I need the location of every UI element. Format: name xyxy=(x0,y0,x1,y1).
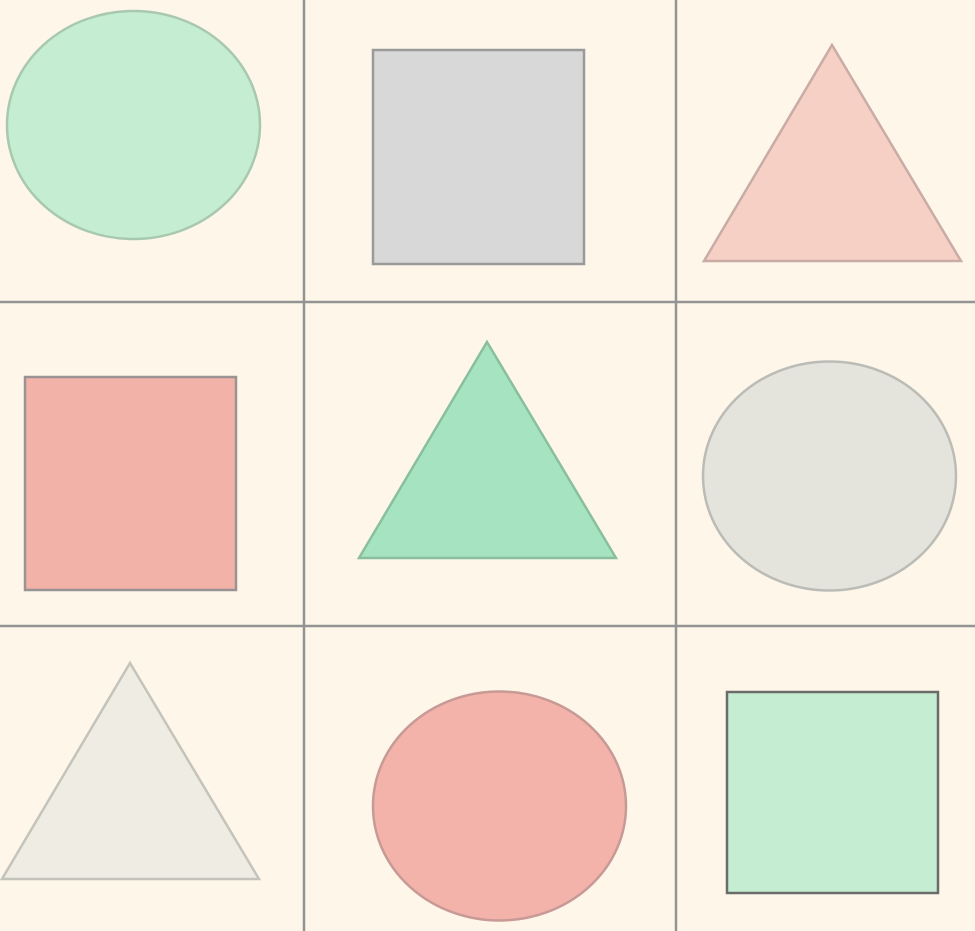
triangle-shape xyxy=(701,42,964,263)
cell-r3-c3 xyxy=(725,690,940,895)
circle-shape xyxy=(371,690,628,922)
triangle-shape xyxy=(356,339,619,560)
cell-r1-c1 xyxy=(5,9,262,241)
square-shape xyxy=(371,48,586,266)
cell-r2-c2 xyxy=(356,339,619,560)
square-shape xyxy=(725,690,940,895)
cell-r2-c3 xyxy=(701,360,958,592)
cell-r3-c1 xyxy=(0,660,262,881)
square-shape xyxy=(23,375,238,592)
cell-r1-c2 xyxy=(371,48,586,266)
circle-shape xyxy=(701,360,958,592)
cell-r2-c1 xyxy=(23,375,238,592)
cell-r3-c2 xyxy=(371,690,628,922)
triangle-shape xyxy=(0,660,262,881)
cell-r1-c3 xyxy=(701,42,964,263)
circle-shape xyxy=(5,9,262,241)
